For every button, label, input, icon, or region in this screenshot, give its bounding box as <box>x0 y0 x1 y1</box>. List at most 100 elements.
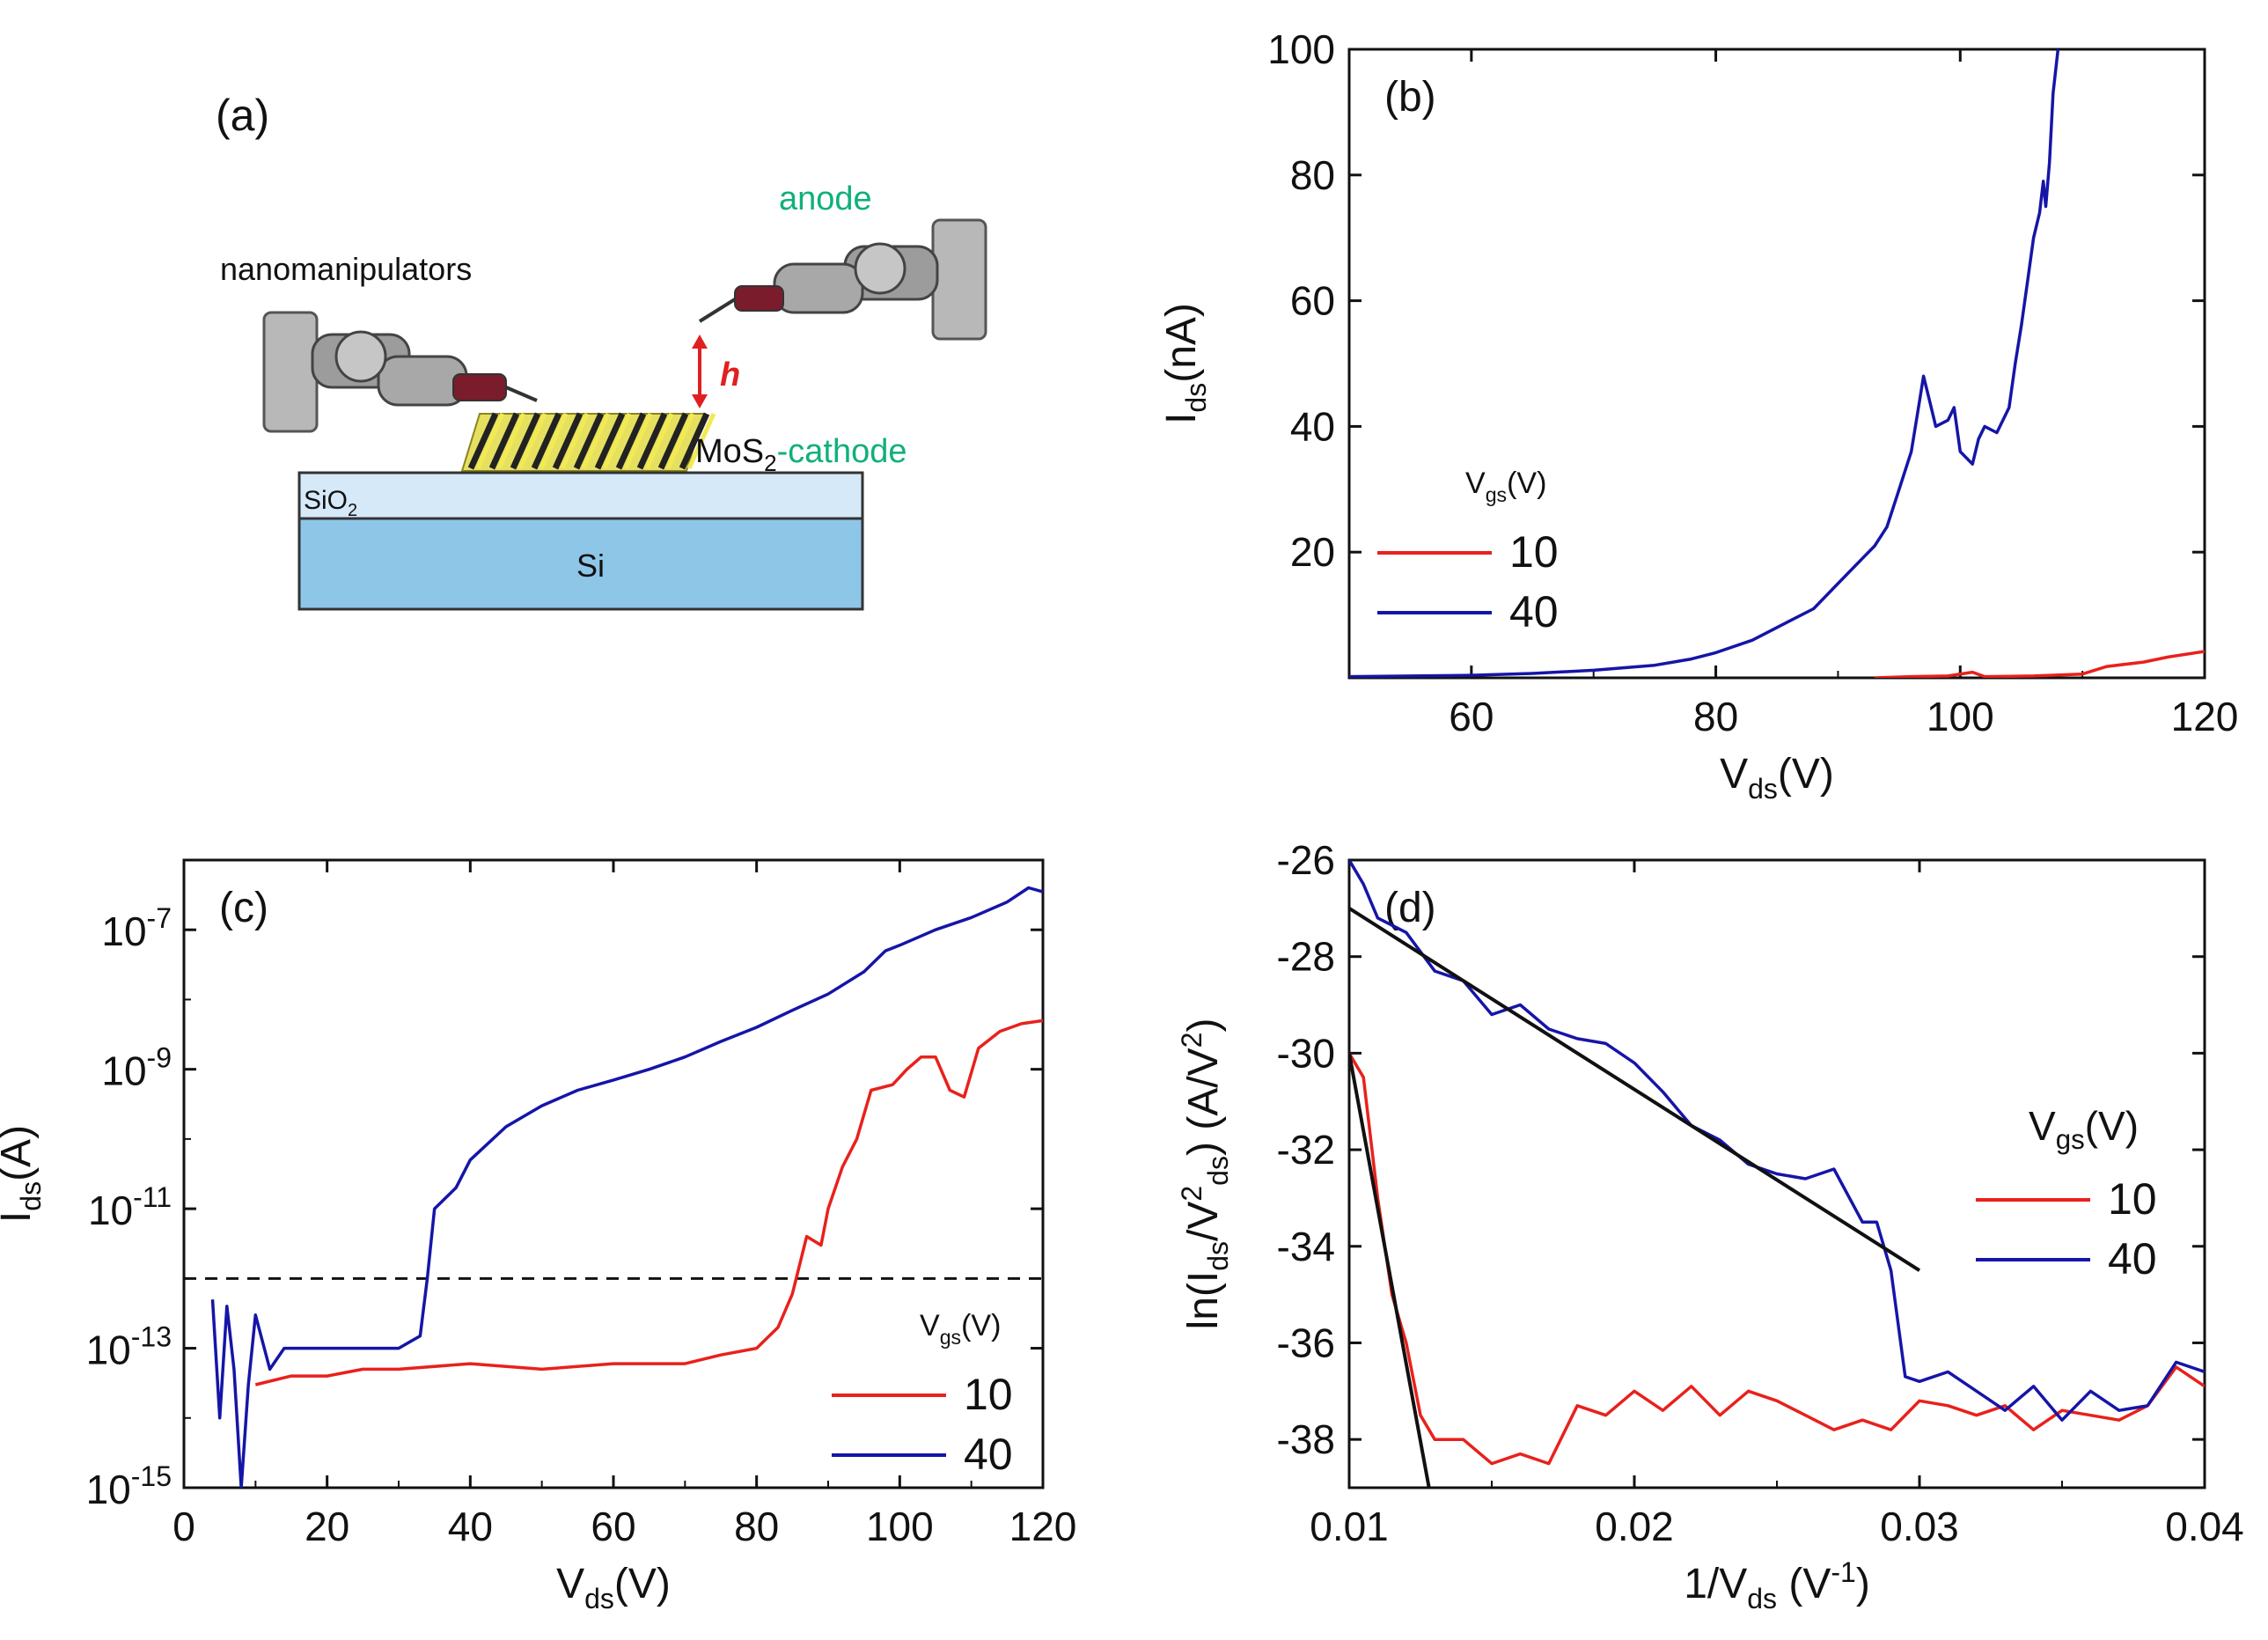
left-manipulator-icon <box>262 311 538 433</box>
flake-highlight <box>581 412 611 470</box>
x-tick-label: 0 <box>172 1504 195 1549</box>
x-tick-label: 0.02 <box>1595 1504 1674 1549</box>
legend: Vgs(V) 10 40 <box>1377 467 1559 636</box>
flake-highlight <box>539 412 569 470</box>
anode-label: anode <box>779 180 872 217</box>
x-tick-label: 0.04 <box>2165 1504 2244 1549</box>
flake-stripe <box>488 412 520 470</box>
flake-highlight <box>602 412 632 470</box>
plot-area <box>1349 860 2205 1488</box>
y-tick-label: -26 <box>1277 837 1335 883</box>
sio2-layer <box>297 471 864 520</box>
x-tick-label: 100 <box>866 1504 934 1549</box>
x-tick-label: 20 <box>305 1504 349 1549</box>
legend-title: Vgs(V) <box>2029 1103 2139 1155</box>
chart-panel-d: 0.01 0.02 0.03 0.04 -38 -36 -34 -32 -30 -28 -26 1/V… <box>1176 837 2244 1614</box>
legend-label-10: 10 <box>964 1370 1013 1419</box>
legend-title: Vgs(V) <box>1465 467 1546 506</box>
x-tick-label: 80 <box>1693 694 1738 739</box>
y-axis-label: Ids(A) <box>0 1125 47 1223</box>
x-tick-label: 0.03 <box>1880 1504 1959 1549</box>
flake-highlight <box>496 412 526 470</box>
series-line-10 <box>1875 650 2205 678</box>
flake-stripe <box>615 412 647 470</box>
y-tick-label: -30 <box>1277 1030 1335 1076</box>
flake-highlight <box>623 412 653 470</box>
legend-label-40: 40 <box>1509 587 1559 636</box>
y-tick-label: 60 <box>1290 278 1335 324</box>
flake-highlight <box>665 412 695 470</box>
x-tick-label: 60 <box>1449 694 1494 739</box>
x-tick-label: 80 <box>734 1504 779 1549</box>
h-label: h <box>720 357 740 393</box>
nanomanipulators-label: nanomanipulators <box>220 251 472 287</box>
series-line-40 <box>1349 49 2060 678</box>
fit-line <box>1349 1053 1431 1488</box>
x-tick-label: 0.01 <box>1310 1504 1389 1549</box>
y-tick-label: 10-15 <box>86 1460 172 1512</box>
series-line-10 <box>1349 1052 2205 1466</box>
flake-highlight <box>475 412 505 470</box>
mos2-flake <box>460 412 716 472</box>
flake-highlight <box>517 412 547 470</box>
flake-stripe <box>636 412 668 470</box>
chart-panel-b: 60 80 100 120 20 40 60 80 100 Vds(V) Ids(nA) (b) Vgs… <box>1158 26 2238 805</box>
legend-label-40: 40 <box>964 1430 1013 1479</box>
mos2-cathode-label: MoS2-cathode <box>695 433 907 476</box>
flake-highlight <box>644 412 674 470</box>
y-axis-label: ln(Ids/V2ds) (A/V2) <box>1176 1019 1234 1330</box>
flake-stripe <box>594 412 626 470</box>
schematic-panel: (a) nanomanipulators anode h <box>216 91 987 611</box>
y-axis-label: Ids(nA) <box>1158 303 1212 424</box>
series-line-10 <box>254 1019 1043 1386</box>
legend: Vgs(V) 10 40 <box>1976 1103 2157 1283</box>
flake-highlight <box>560 412 590 470</box>
h-gap-arrow: h <box>692 335 740 408</box>
y-tick-label: 80 <box>1290 152 1335 198</box>
chart-panel-c: 0 20 40 60 80 100 120 10-15 10-13 10-11 10-9 10-7 Vd… <box>0 858 1077 1614</box>
x-tick-label: 120 <box>1009 1504 1077 1549</box>
y-tick-label: -28 <box>1277 934 1335 980</box>
y-tick-label: -36 <box>1277 1320 1335 1365</box>
y-tick-label: 100 <box>1267 26 1335 72</box>
sio2-label: SiO2 <box>304 486 357 520</box>
x-axis-label: 1/Vds (V-1) <box>1684 1556 1870 1614</box>
flake-stripe <box>573 412 605 470</box>
flake-stripe <box>531 412 562 470</box>
x-tick-label: 120 <box>2171 694 2239 739</box>
flake-stripe <box>467 412 499 470</box>
plot-frame <box>1347 48 2206 680</box>
x-tick-label: 100 <box>1927 694 1994 739</box>
flake-stripe <box>679 412 710 470</box>
panel-label: (c) <box>219 885 268 931</box>
plot-area <box>1349 49 2205 678</box>
x-axis-label: Vds(V) <box>556 1561 671 1614</box>
y-tick-label: 10-7 <box>101 902 172 954</box>
flake-stripe <box>657 412 689 470</box>
legend-label-10: 10 <box>2108 1174 2157 1224</box>
legend-label-40: 40 <box>2108 1234 2157 1283</box>
flake-highlight <box>686 412 716 470</box>
fit-line <box>1349 907 1921 1272</box>
si-layer <box>297 517 864 611</box>
series-line-40 <box>210 886 1043 1488</box>
y-tick-label: 10-9 <box>101 1042 172 1094</box>
series-line-40 <box>1349 860 2205 1422</box>
legend: Vgs(V) 10 40 <box>832 1309 1013 1479</box>
x-tick-label: 40 <box>448 1504 493 1549</box>
plot-area <box>184 886 1043 1488</box>
panel-label: (b) <box>1384 74 1436 121</box>
panel-label-a: (a) <box>216 91 269 140</box>
flake-stripe <box>510 412 541 470</box>
right-manipulator-icon <box>698 218 987 341</box>
legend-title: Vgs(V) <box>920 1309 1001 1349</box>
x-tick-label: 60 <box>591 1504 635 1549</box>
y-tick-label: -32 <box>1277 1127 1335 1173</box>
y-tick-label: -38 <box>1277 1416 1335 1462</box>
x-axis-label: Vds(V) <box>1720 751 1834 805</box>
y-tick-label: -34 <box>1277 1224 1335 1269</box>
si-label: Si <box>576 548 605 584</box>
y-tick-label: 10-11 <box>88 1181 172 1233</box>
panel-label: (d) <box>1384 885 1436 931</box>
